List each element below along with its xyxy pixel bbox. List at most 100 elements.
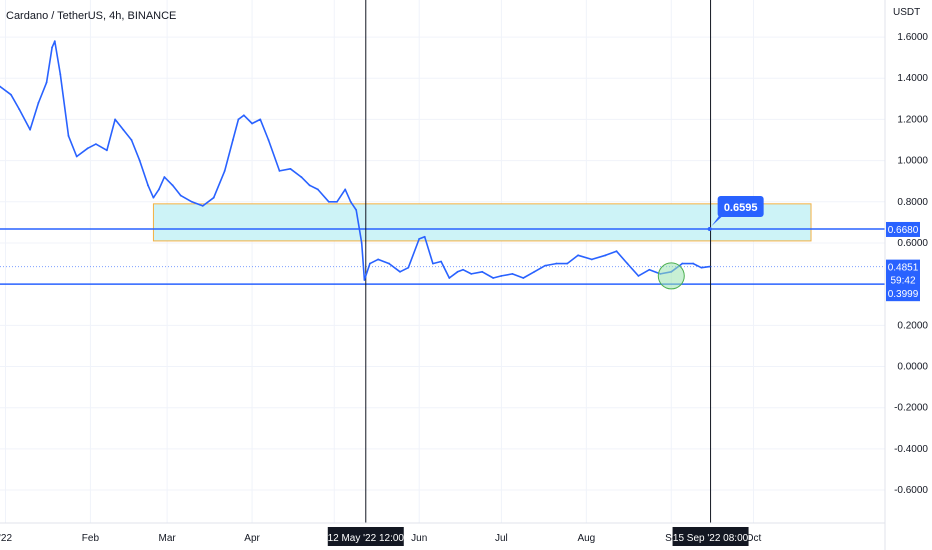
data-point bbox=[481, 270, 484, 273]
x-tick-label: Jul bbox=[495, 533, 508, 544]
date-label-box-1 bbox=[672, 527, 749, 546]
date-label-box-0 bbox=[327, 527, 404, 546]
data-point bbox=[648, 268, 651, 271]
x-tick-label: Mar bbox=[159, 533, 177, 544]
data-point bbox=[316, 188, 319, 191]
y-tick-label: 0.6000 bbox=[897, 238, 928, 249]
data-point bbox=[388, 262, 390, 265]
data-point bbox=[59, 73, 62, 76]
data-point bbox=[138, 159, 141, 162]
chart-markers: 0.6595 bbox=[657, 195, 764, 290]
data-point bbox=[708, 265, 711, 268]
data-point bbox=[462, 268, 464, 271]
data-point bbox=[368, 262, 371, 265]
data-point bbox=[448, 277, 451, 279]
data-point bbox=[418, 237, 421, 240]
data-point bbox=[267, 139, 270, 141]
data-point bbox=[533, 270, 536, 273]
data-point bbox=[377, 258, 380, 261]
vertical-lines[interactable] bbox=[365, 0, 712, 523]
data-point bbox=[114, 118, 116, 121]
data-point bbox=[45, 81, 48, 84]
current-price-text: 0.4851 bbox=[888, 263, 919, 274]
data-point bbox=[615, 250, 618, 253]
current-price-box bbox=[886, 259, 920, 288]
y-tick-label: -0.2000 bbox=[894, 403, 928, 414]
data-point bbox=[158, 188, 160, 191]
data-point bbox=[440, 260, 443, 263]
data-point bbox=[681, 262, 684, 265]
data-point bbox=[590, 258, 593, 261]
data-point bbox=[336, 200, 338, 203]
data-point bbox=[29, 128, 32, 131]
x-tick-label: Aug bbox=[577, 533, 595, 544]
y-tick-label: 1.4000 bbox=[897, 73, 928, 84]
date-label-text-1: 15 Sep '22 08:00 bbox=[673, 533, 749, 544]
data-point bbox=[700, 266, 703, 269]
x-tick-label: Apr bbox=[244, 533, 260, 544]
data-point bbox=[423, 235, 426, 238]
y-tick-label: 1.2000 bbox=[897, 114, 928, 125]
data-point bbox=[152, 196, 155, 199]
price-series bbox=[0, 40, 711, 281]
countdown-text: 59:42 bbox=[890, 276, 915, 287]
zone-rect bbox=[152, 203, 812, 242]
data-point bbox=[355, 209, 358, 211]
data-point bbox=[53, 40, 56, 43]
y-tick-label: 0.8000 bbox=[897, 197, 928, 208]
data-point bbox=[94, 143, 97, 146]
data-point bbox=[327, 200, 330, 203]
data-point bbox=[432, 262, 434, 265]
data-point bbox=[163, 176, 166, 178]
x-tick-label: Jun bbox=[411, 533, 427, 544]
data-point bbox=[130, 139, 133, 141]
data-point bbox=[10, 93, 12, 96]
data-point bbox=[171, 184, 174, 187]
data-point bbox=[278, 170, 281, 172]
data-point bbox=[308, 184, 311, 187]
callout-value: 0.6595 bbox=[724, 202, 758, 214]
level-high-label-text: 0.6680 bbox=[888, 225, 919, 236]
data-point bbox=[577, 254, 580, 257]
data-point bbox=[349, 200, 352, 203]
data-point bbox=[37, 102, 40, 104]
callout-box bbox=[717, 195, 764, 217]
data-point bbox=[231, 139, 234, 141]
price-axis[interactable]: 1.6000 1.4000 1.2000 1.0000 0.8000 0.6000 0.20… bbox=[894, 32, 928, 496]
highlight-circle bbox=[657, 262, 685, 290]
price-zone[interactable] bbox=[152, 203, 812, 242]
x-tick-label: '22 bbox=[0, 533, 12, 544]
time-axis[interactable]: '22FebMarAprMJunJulAugSeOct12 May '22 12… bbox=[0, 527, 761, 546]
data-point bbox=[51, 46, 53, 49]
data-point bbox=[242, 114, 245, 117]
data-point bbox=[555, 262, 558, 265]
data-point bbox=[511, 272, 514, 275]
y-tick-label: 0.2000 bbox=[897, 320, 928, 331]
data-point bbox=[212, 196, 215, 199]
symbol-title: Cardano / TetherUS, 4h, BINANCE bbox=[6, 10, 176, 22]
y-tick-label: 1.6000 bbox=[897, 32, 928, 43]
data-point bbox=[692, 262, 695, 265]
data-point bbox=[201, 205, 204, 207]
data-point bbox=[604, 254, 607, 257]
data-point bbox=[492, 277, 495, 279]
axis-price-labels: 0.6680 0.4851 59:42 0.3999 bbox=[886, 221, 920, 302]
data-point bbox=[0, 85, 1, 88]
data-point bbox=[251, 122, 253, 125]
data-point bbox=[344, 188, 347, 191]
y-tick-label: -0.4000 bbox=[894, 444, 928, 455]
level-low-label-text: 0.3999 bbox=[888, 289, 919, 300]
data-point bbox=[75, 155, 78, 158]
level-high-label-box bbox=[886, 221, 920, 237]
data-point bbox=[86, 147, 89, 150]
grid-lines bbox=[0, 0, 885, 523]
data-point bbox=[500, 275, 503, 277]
data-point bbox=[363, 279, 366, 281]
data-point bbox=[190, 200, 193, 203]
horizontal-levels[interactable] bbox=[0, 228, 885, 285]
data-point bbox=[259, 118, 262, 121]
y-tick-label: 0.0000 bbox=[897, 362, 928, 373]
callout-anchor bbox=[707, 226, 712, 231]
date-label-text-0: 12 May '22 12:00 bbox=[328, 533, 405, 544]
